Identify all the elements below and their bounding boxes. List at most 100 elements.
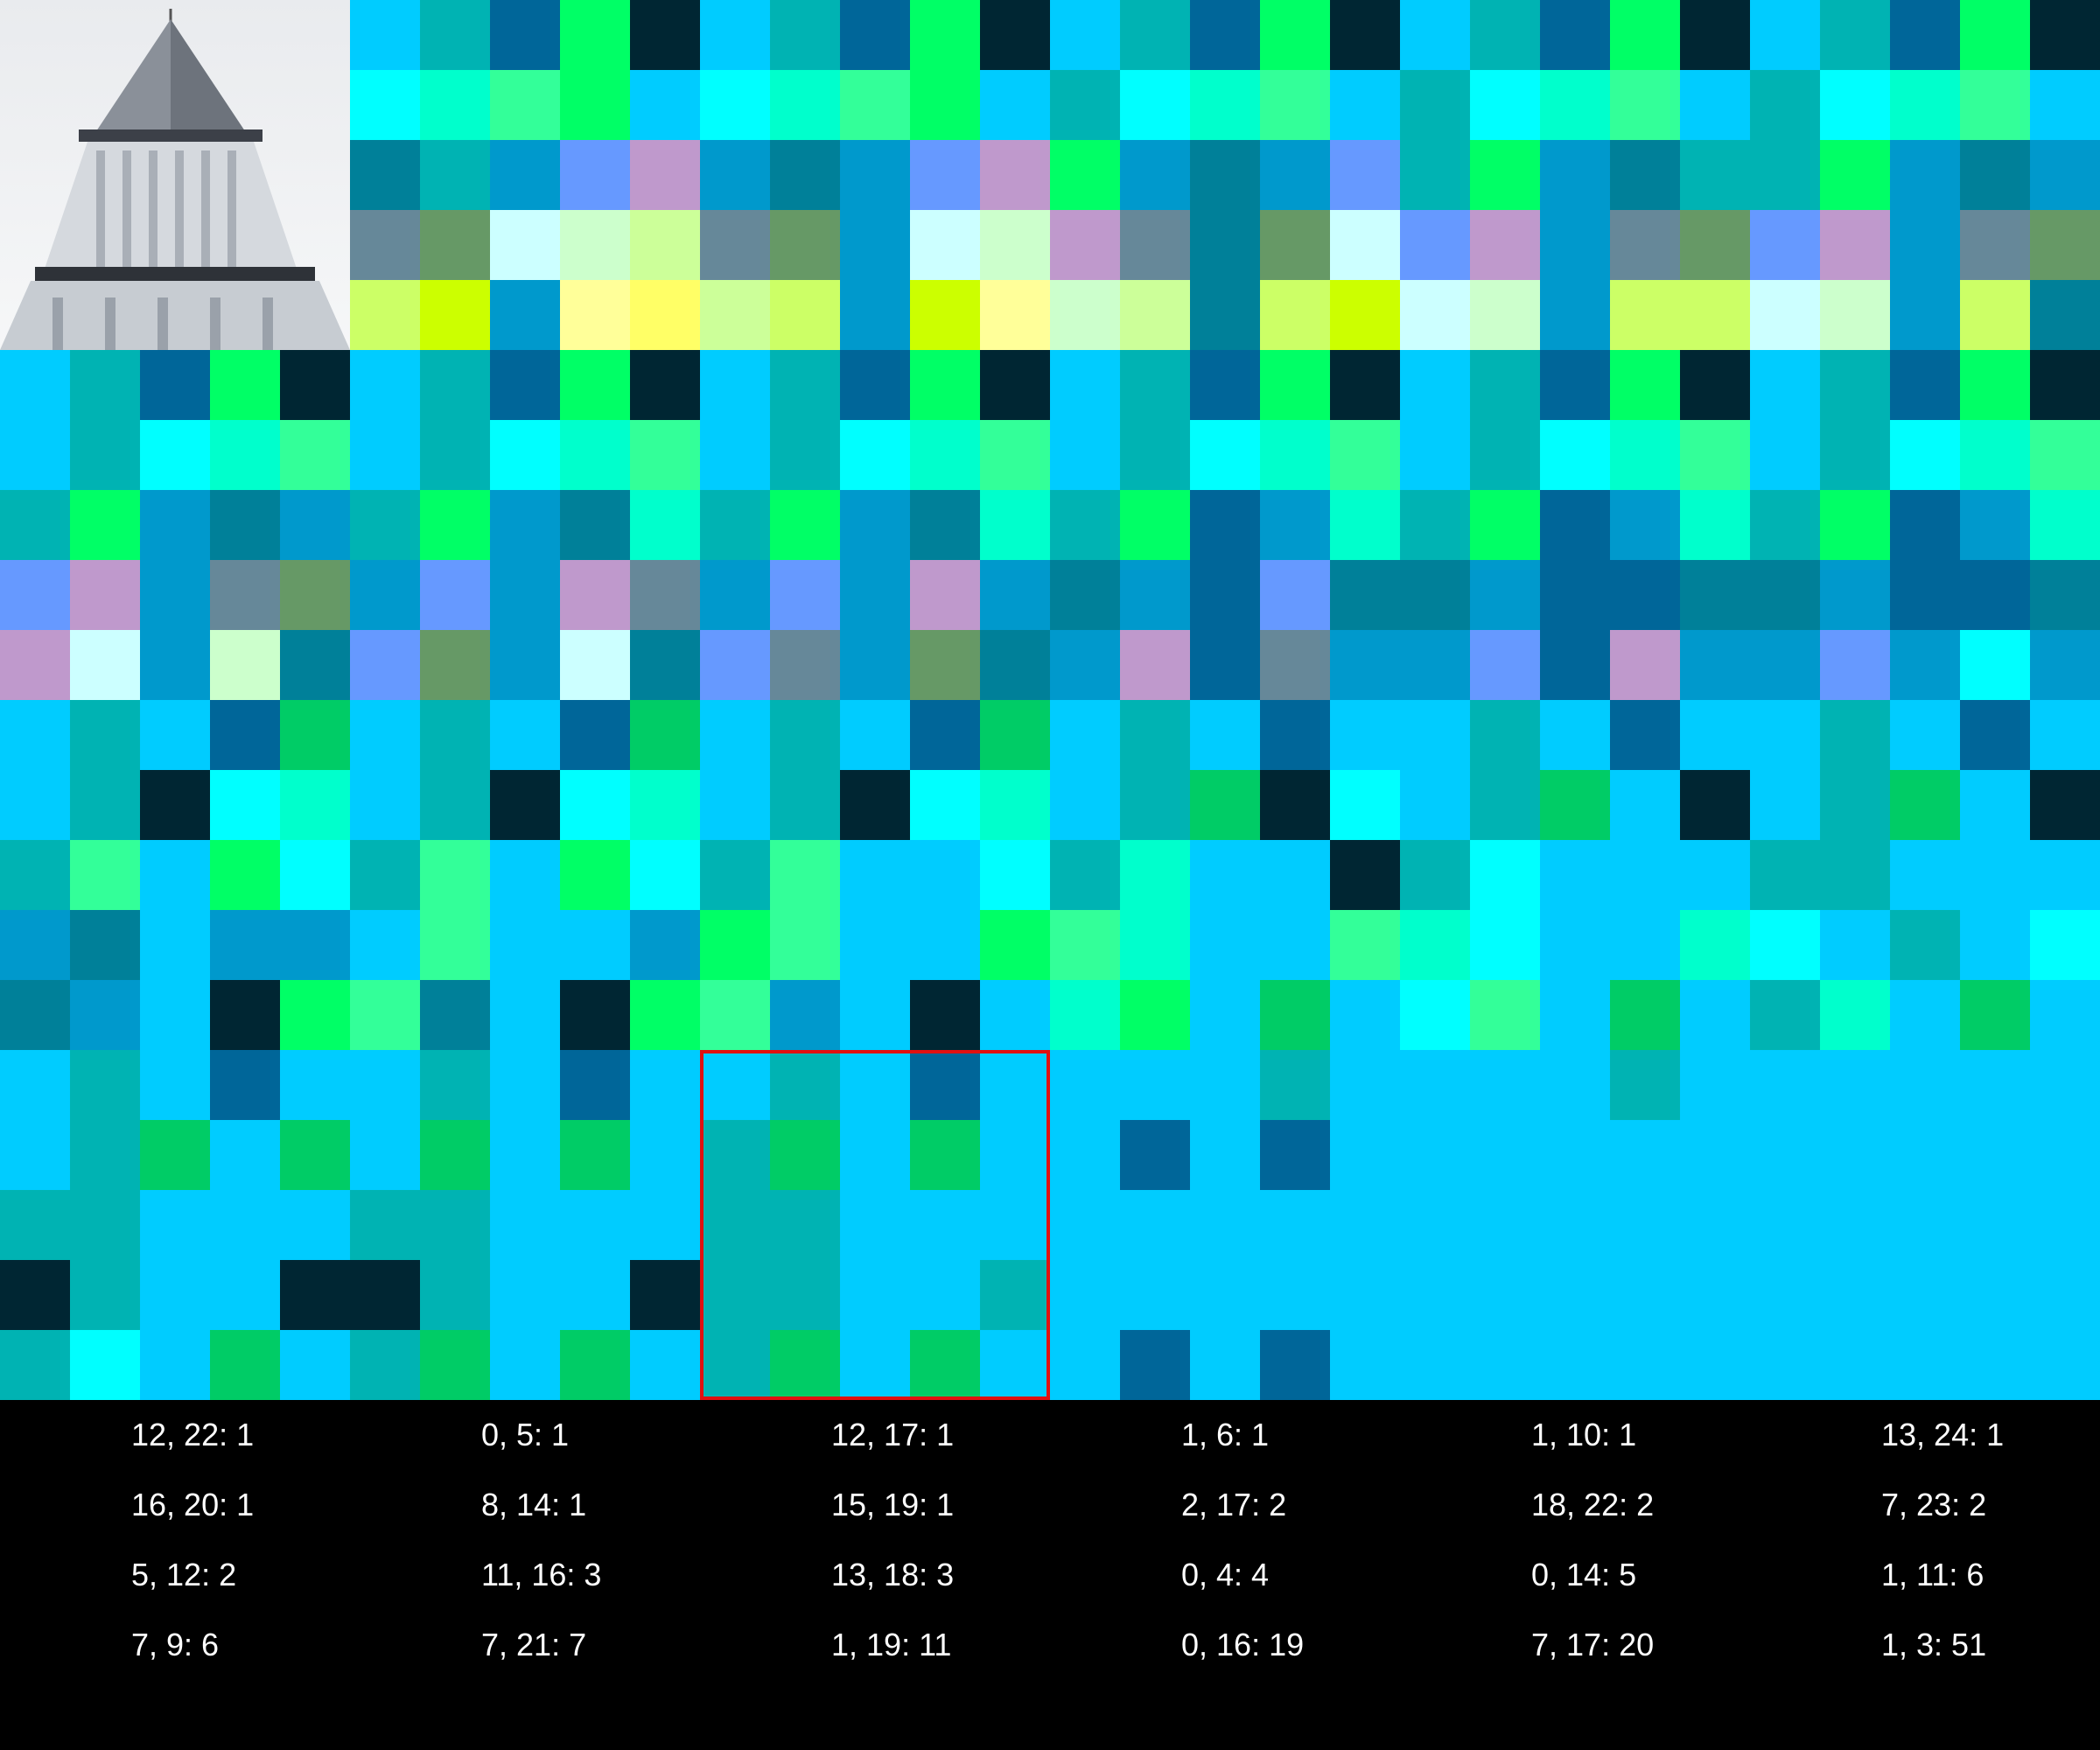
grid-cell[interactable] — [1190, 0, 1260, 70]
grid-cell[interactable] — [1960, 560, 2030, 630]
grid-cell[interactable] — [210, 910, 280, 980]
grid-cell[interactable] — [1610, 210, 1680, 280]
grid-cell[interactable] — [1680, 1120, 1750, 1190]
grid-cell[interactable] — [770, 840, 840, 910]
grid-cell[interactable] — [1680, 1190, 1750, 1260]
grid-cell[interactable] — [1050, 350, 1120, 420]
grid-cell[interactable] — [350, 840, 420, 910]
grid-cell[interactable] — [0, 910, 70, 980]
grid-cell[interactable] — [1470, 490, 1540, 560]
grid-cell[interactable] — [700, 630, 770, 700]
grid-cell[interactable] — [140, 1120, 210, 1190]
grid-cell[interactable] — [1260, 280, 1330, 350]
grid-cell[interactable] — [350, 1260, 420, 1330]
grid-cell[interactable] — [1960, 140, 2030, 210]
grid-cell[interactable] — [1890, 560, 1960, 630]
grid-cell[interactable] — [1120, 280, 1190, 350]
grid-cell[interactable] — [1540, 1260, 1610, 1330]
grid-cell[interactable] — [1540, 280, 1610, 350]
grid-cell[interactable] — [70, 490, 140, 560]
grid-cell[interactable] — [630, 630, 700, 700]
grid-cell[interactable] — [490, 1330, 560, 1400]
grid-cell[interactable] — [1750, 630, 1820, 700]
grid-cell[interactable] — [280, 840, 350, 910]
grid-cell[interactable] — [1050, 630, 1120, 700]
grid-cell[interactable] — [1750, 1120, 1820, 1190]
grid-cell[interactable] — [1540, 70, 1610, 140]
grid-cell[interactable] — [1330, 420, 1400, 490]
grid-cell[interactable] — [910, 140, 980, 210]
grid-cell[interactable] — [490, 1260, 560, 1330]
grid-cell[interactable] — [1330, 1260, 1400, 1330]
grid-cell[interactable] — [1470, 770, 1540, 840]
grid-cell[interactable] — [490, 140, 560, 210]
grid-cell[interactable] — [420, 490, 490, 560]
grid-cell[interactable] — [1400, 1260, 1470, 1330]
grid-cell[interactable] — [560, 0, 630, 70]
grid-cell[interactable] — [770, 420, 840, 490]
grid-cell[interactable] — [1610, 280, 1680, 350]
grid-cell[interactable] — [1890, 280, 1960, 350]
grid-cell[interactable] — [1400, 840, 1470, 910]
grid-cell[interactable] — [1330, 770, 1400, 840]
grid-cell[interactable] — [980, 280, 1050, 350]
grid-cell[interactable] — [1470, 210, 1540, 280]
grid-cell[interactable] — [420, 700, 490, 770]
grid-cell[interactable] — [910, 910, 980, 980]
grid-cell[interactable] — [2030, 1120, 2100, 1190]
grid-cell[interactable] — [1960, 980, 2030, 1050]
grid-cell[interactable] — [1190, 700, 1260, 770]
grid-cell[interactable] — [910, 980, 980, 1050]
grid-cell[interactable] — [980, 350, 1050, 420]
grid-cell[interactable] — [1610, 700, 1680, 770]
grid-cell[interactable] — [1400, 910, 1470, 980]
grid-cell[interactable] — [1680, 560, 1750, 630]
grid-cell[interactable] — [840, 350, 910, 420]
grid-cell[interactable] — [1260, 1050, 1330, 1120]
grid-cell[interactable] — [210, 700, 280, 770]
grid-cell[interactable] — [770, 210, 840, 280]
grid-cell[interactable] — [420, 70, 490, 140]
grid-cell[interactable] — [630, 70, 700, 140]
grid-cell[interactable] — [560, 910, 630, 980]
grid-cell[interactable] — [1400, 70, 1470, 140]
grid-cell[interactable] — [1050, 0, 1120, 70]
grid-cell[interactable] — [1400, 420, 1470, 490]
grid-cell[interactable] — [840, 490, 910, 560]
grid-cell[interactable] — [1610, 630, 1680, 700]
grid-cell[interactable] — [1050, 1190, 1120, 1260]
grid-cell[interactable] — [1400, 350, 1470, 420]
grid-cell[interactable] — [840, 210, 910, 280]
grid-cell[interactable] — [560, 700, 630, 770]
grid-cell[interactable] — [1190, 210, 1260, 280]
grid-cell[interactable] — [980, 630, 1050, 700]
grid-cell[interactable] — [1610, 140, 1680, 210]
grid-cell[interactable] — [770, 0, 840, 70]
grid-cell[interactable] — [0, 420, 70, 490]
grid-cell[interactable] — [1190, 350, 1260, 420]
grid-cell[interactable] — [70, 1190, 140, 1260]
grid-cell[interactable] — [630, 840, 700, 910]
grid-cell[interactable] — [1680, 140, 1750, 210]
grid-cell[interactable] — [980, 210, 1050, 280]
grid-cell[interactable] — [630, 420, 700, 490]
grid-cell[interactable] — [1750, 770, 1820, 840]
grid-cell[interactable] — [770, 770, 840, 840]
grid-cell[interactable] — [1330, 70, 1400, 140]
grid-cell[interactable] — [70, 1120, 140, 1190]
grid-cell[interactable] — [910, 1260, 980, 1330]
grid-cell[interactable] — [980, 1260, 1050, 1330]
grid-cell[interactable] — [70, 1330, 140, 1400]
grid-cell[interactable] — [70, 770, 140, 840]
grid-cell[interactable] — [210, 840, 280, 910]
grid-cell[interactable] — [770, 560, 840, 630]
grid-cell[interactable] — [630, 1050, 700, 1120]
grid-cell[interactable] — [350, 0, 420, 70]
grid-cell[interactable] — [1470, 70, 1540, 140]
grid-cell[interactable] — [630, 490, 700, 560]
grid-cell[interactable] — [1400, 1050, 1470, 1120]
grid-cell[interactable] — [1680, 70, 1750, 140]
grid-cell[interactable] — [1470, 1050, 1540, 1120]
grid-cell[interactable] — [910, 350, 980, 420]
grid-cell[interactable] — [1190, 1050, 1260, 1120]
